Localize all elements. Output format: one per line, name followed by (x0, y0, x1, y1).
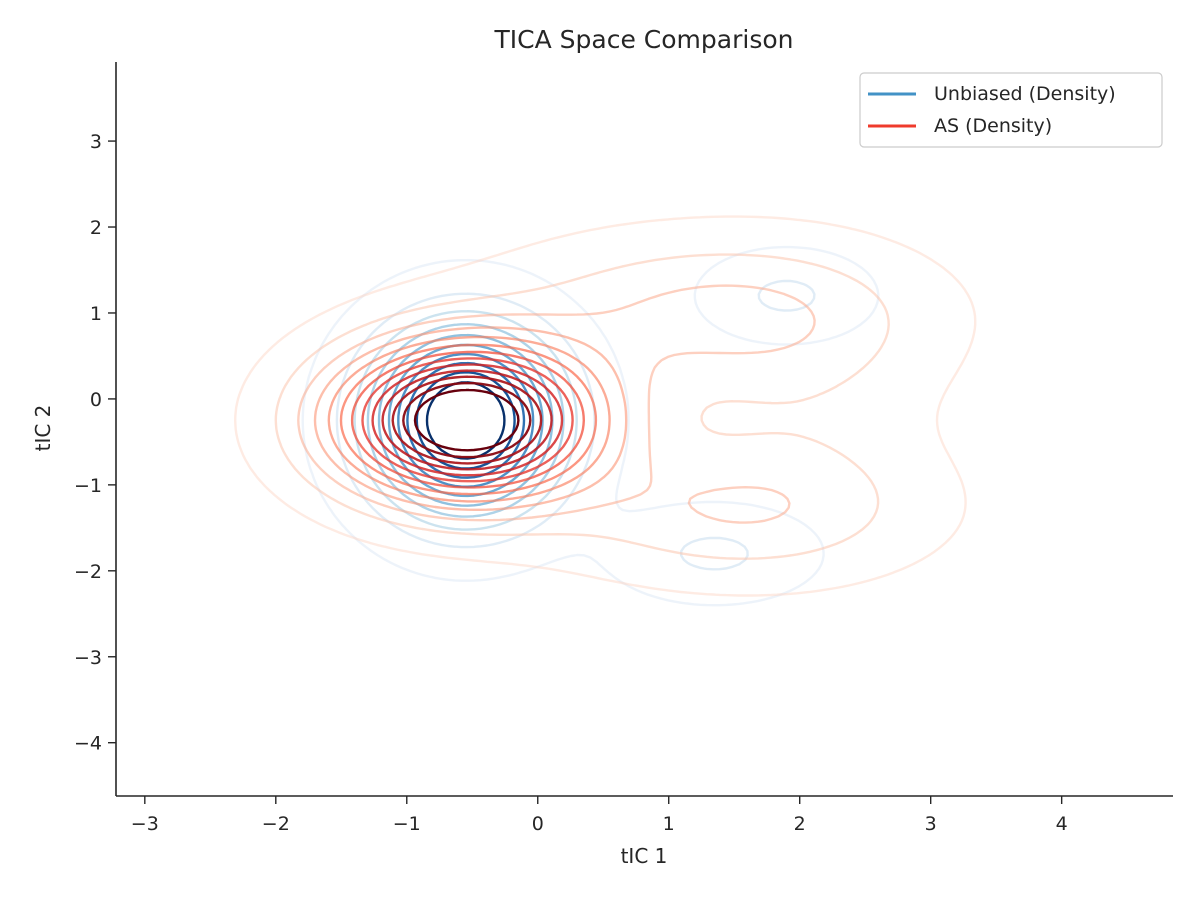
contour-level-line (406, 361, 526, 479)
contour-level-line (313, 326, 628, 511)
legend-label-as: AS (Density) (934, 115, 1052, 137)
y-tick-label: 2 (90, 217, 102, 239)
x-tick-label: −2 (262, 813, 290, 835)
contour-level-line (339, 343, 598, 496)
x-tick-label: 1 (663, 813, 675, 835)
contour-level-line (301, 245, 880, 607)
contour-level-line (350, 350, 585, 489)
y-tick-label: −2 (74, 561, 102, 583)
y-tick-label: −3 (74, 647, 102, 669)
contour-layer (234, 215, 977, 607)
legend: Unbiased (Density) AS (Density) (859, 72, 1163, 148)
x-tick-label: −3 (131, 813, 159, 835)
contour-level-line (402, 381, 532, 459)
contour-level-line (234, 215, 977, 597)
y-tick-label: 3 (90, 131, 102, 153)
y-tick-label: 1 (90, 303, 102, 325)
x-tick-label: −1 (393, 813, 421, 835)
contour-level-line (361, 357, 574, 483)
x-tick-label: 2 (794, 813, 806, 835)
legend-box (859, 72, 1163, 148)
legend-label-unbiased: Unbiased (Density) (934, 83, 1116, 105)
chart-title: TICA Space Comparison (494, 25, 794, 54)
contour-level-line (297, 284, 816, 524)
y-tick-label: −4 (74, 733, 102, 755)
contour-level-line (381, 369, 553, 471)
y-axis-ticks: −4 −3 −2 −1 0 1 2 3 (74, 131, 116, 755)
contour-level-line (327, 335, 611, 503)
contour-level-line (413, 388, 520, 452)
x-axis-ticks: −3 −2 −1 0 1 2 3 4 (131, 796, 1068, 835)
y-axis-label: tIC 2 (31, 405, 55, 452)
contour-series-unbiased (301, 245, 880, 607)
y-tick-label: −1 (74, 475, 102, 497)
x-tick-label: 4 (1056, 813, 1068, 835)
contour-level-line (274, 253, 890, 560)
contour-level-line (371, 363, 564, 477)
contour-level-line (415, 371, 516, 470)
x-tick-label: 0 (532, 813, 544, 835)
y-tick-label: 0 (90, 389, 102, 411)
x-tick-label: 3 (925, 813, 937, 835)
contour-level-line (391, 375, 543, 465)
x-axis-label: tIC 1 (621, 844, 668, 868)
contour-series-as (234, 215, 977, 597)
